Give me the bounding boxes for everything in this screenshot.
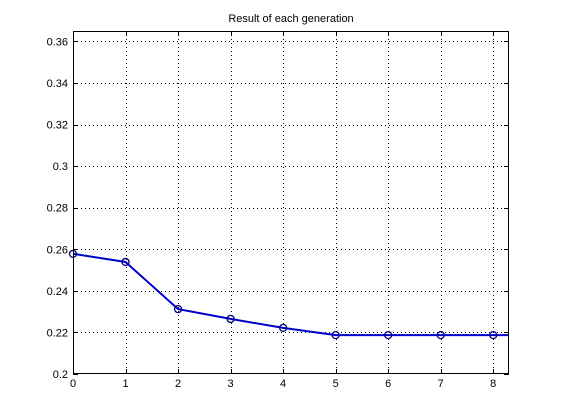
data-point-marker [121,257,130,267]
chart-title: Result of each generation [228,13,353,25]
data-point-marker [436,330,445,340]
x-tick-label: 0 [70,378,76,390]
grid [73,31,509,374]
data-point-marker [331,330,340,340]
series-line [72,252,509,337]
axes-box [73,31,509,374]
x-tick-label: 3 [228,378,234,390]
x-tick-label: 7 [438,378,444,390]
y-tick-label: 0.24 [47,286,68,298]
y-tick-label: 0.28 [47,203,68,215]
data-point-marker [173,304,183,314]
data-point-marker [384,330,393,340]
x-tick-label: 5 [333,378,339,390]
data-point-marker [226,314,235,324]
ticks: 0 1 2 3 4 5 6 7 8 0.2 0.22 0.24 0.26 0.28 0.3 0.32 0.34 0… [47,31,509,390]
x-tick-label: 1 [122,378,128,390]
y-tick-label: 0.22 [47,327,68,339]
y-tick-label: 0.36 [47,36,68,48]
y-tick-label: 0.2 [53,369,68,381]
series-layer [68,249,509,340]
x-tick-label: 6 [385,378,391,390]
data-point-marker [278,323,288,333]
y-tick-label: 0.26 [47,244,68,256]
x-tick-label: 8 [490,378,496,390]
y-tick-label: 0.32 [47,120,68,132]
x-tick-label: 2 [175,378,181,390]
y-tick-label: 0.3 [53,161,68,173]
x-tick-label: 4 [280,378,286,390]
axes-background [73,31,509,374]
data-point-marker [489,330,498,340]
y-tick-label: 0.34 [47,78,68,90]
